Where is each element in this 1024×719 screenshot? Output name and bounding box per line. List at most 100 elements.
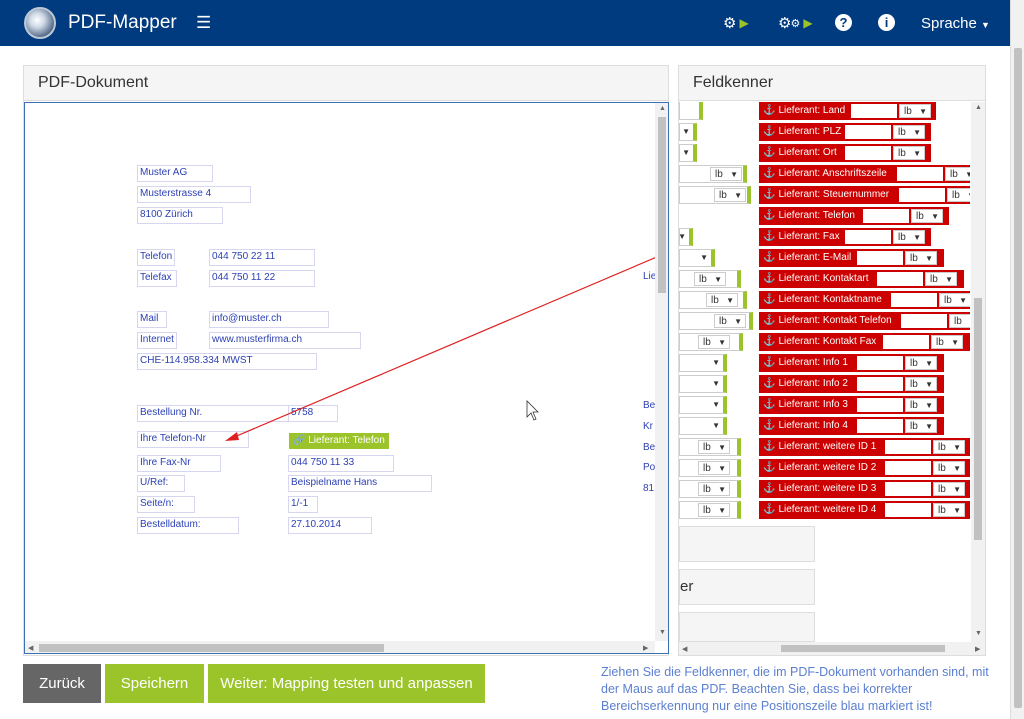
lb-select[interactable]: lb ▼ xyxy=(698,503,730,517)
feldkenner-horizontal-scrollbar[interactable]: ◀ ▶ xyxy=(679,642,985,655)
gears-play-icon[interactable]: ⚙ ⚙ ▶ xyxy=(778,15,813,32)
gear-play-icon[interactable]: ⚙ ▶ xyxy=(723,15,749,32)
mapped-control: lb ▼ xyxy=(679,165,747,183)
lb-select[interactable]: lb ▼ xyxy=(714,314,746,328)
feldkenner-item[interactable]: ⚓ Lieferant: Kontakt Fax lb ▼ xyxy=(759,333,970,351)
feldkenner-item[interactable]: ⚓ Lieferant: weitere ID 4 lb ▼ xyxy=(759,501,970,519)
page-scrollbar[interactable] xyxy=(1010,0,1024,719)
help-icon[interactable]: ? xyxy=(835,14,852,31)
lb-select[interactable]: lb ▼ xyxy=(698,440,730,454)
anchor-icon: ⚓ xyxy=(763,420,776,431)
pdf-horizontal-scrollbar[interactable]: ◀ ▶ xyxy=(25,641,655,653)
save-button[interactable]: Speichern xyxy=(105,664,204,703)
anchor-icon: ⚓ xyxy=(763,399,776,410)
pdf-field: Ihre Fax-Nr xyxy=(137,455,221,472)
pdf-field: Musterstrasse 4 xyxy=(137,186,251,203)
lb-select[interactable]: lb ▼ xyxy=(698,482,730,496)
language-menu[interactable]: Sprache ▼ xyxy=(921,15,990,32)
mapped-control: lb ▼ xyxy=(679,438,741,456)
pdf-field: U/Ref: xyxy=(137,475,185,492)
pdf-field: Muster AG xyxy=(137,165,213,182)
anchor-icon: ⚓ xyxy=(763,168,776,179)
anchor-icon: ⚓ xyxy=(763,126,776,137)
top-navbar: PDF-Mapper ☰ ⚙ ▶ ⚙ ⚙ ▶ ? i Sprache ▼ xyxy=(0,0,1010,46)
feldkenner-item[interactable]: ⚓ Lieferant: Info 4 lb ▼ xyxy=(759,417,944,435)
language-label: Sprache xyxy=(921,15,977,32)
feldkenner-item[interactable]: ⚓ Lieferant: weitere ID 1 lb ▼ xyxy=(759,438,970,456)
lb-select[interactable]: lb ▼ xyxy=(694,272,726,286)
pdf-panel: PDF-Dokument Muster AG Musterstrasse 4 8… xyxy=(23,65,669,656)
mapped-control: ▼ xyxy=(679,417,727,435)
anchor-icon: ⚓ xyxy=(763,252,776,263)
mapped-control: lb ▼ xyxy=(679,480,741,498)
next-button[interactable]: Weiter: Mapping testen und anpassen xyxy=(208,664,485,703)
mapped-control: lb ▼ xyxy=(679,186,751,204)
pdf-field: info@muster.ch xyxy=(209,311,329,328)
feldkenner-item[interactable]: ⚓ Lieferant: Ort lb ▼ xyxy=(759,144,931,162)
mapped-control: ▼ xyxy=(679,228,693,246)
mapped-control: lb ▼ xyxy=(679,501,741,519)
feldkenner-item[interactable]: ⚓ Lieferant: Info 3 lb ▼ xyxy=(759,396,944,414)
pdf-field: 8100 Zürich xyxy=(137,207,223,224)
link-icon: 🔗 xyxy=(293,435,306,446)
pdf-vertical-scrollbar[interactable]: ▲ ▼ xyxy=(655,103,668,641)
pdf-field: Seite/n: xyxy=(137,496,195,513)
mapped-control: lb ▼ xyxy=(679,312,753,330)
feldkenner-vertical-scrollbar[interactable]: ▲ ▼ xyxy=(971,102,985,642)
anchor-icon: ⚓ xyxy=(763,147,776,158)
feldkenner-item[interactable]: ⚓ Lieferant: Info 2 lb ▼ xyxy=(759,375,944,393)
feldkenner-item[interactable]: ⚓ Lieferant: weitere ID 2 lb ▼ xyxy=(759,459,970,477)
grey-placeholder xyxy=(679,526,815,562)
mapped-control: ▼ xyxy=(679,396,727,414)
feldkenner-item[interactable]: ⚓ Lieferant: weitere ID 3 lb ▼ xyxy=(759,480,970,498)
pdf-field: 27.10.2014 xyxy=(288,517,372,534)
lb-select[interactable]: lb ▼ xyxy=(698,461,730,475)
feldkenner-item[interactable]: ⚓ Lieferant: Land lb ▼ xyxy=(759,102,936,120)
anchor-icon: ⚓ xyxy=(763,378,776,389)
anchor-icon: ⚓ xyxy=(763,210,776,221)
pdf-field: www.musterfirma.ch xyxy=(209,332,361,349)
lb-select[interactable]: lb ▼ xyxy=(706,293,738,307)
feldkenner-item[interactable]: ⚓ Lieferant: Kontaktname lb ▼ xyxy=(759,291,970,309)
anchor-icon: ⚓ xyxy=(763,189,776,200)
pdf-field: 044 750 11 22 xyxy=(209,270,315,287)
back-button[interactable]: Zurück xyxy=(23,664,101,703)
anchor-icon: ⚓ xyxy=(763,294,776,305)
pdf-field: 044 750 22 11 xyxy=(209,249,315,266)
app-title[interactable]: PDF-Mapper xyxy=(68,12,177,33)
info-icon[interactable]: i xyxy=(878,14,895,31)
feldkenner-item[interactable]: ⚓ Lieferant: Telefon lb ▼ xyxy=(759,207,949,225)
anchor-icon: ⚓ xyxy=(763,357,776,368)
pdf-field: Beispielname Hans xyxy=(288,475,432,492)
mapped-control: ▼ xyxy=(679,123,697,141)
hamburger-icon[interactable]: ☰ xyxy=(196,13,212,32)
pdf-field: 044 750 11 33 xyxy=(288,455,394,472)
anchor-icon: ⚓ xyxy=(763,336,776,347)
anchor-icon: ⚓ xyxy=(763,231,776,242)
mapped-field-label: Lieferant: Telefon xyxy=(308,435,385,446)
mapped-control: ▼ xyxy=(679,249,715,267)
anchor-icon: ⚓ xyxy=(763,504,776,515)
lb-select[interactable]: lb ▼ xyxy=(710,167,742,181)
mapped-control xyxy=(679,102,703,120)
anchor-icon: ⚓ xyxy=(763,315,776,326)
feldkenner-panel-title: Feldkenner xyxy=(679,66,985,101)
feldkenner-item[interactable]: ⚓ Lieferant: Kontaktart lb ▼ xyxy=(759,270,964,288)
anchor-icon: ⚓ xyxy=(763,441,776,452)
lb-select[interactable]: lb ▼ xyxy=(714,188,746,202)
logo-icon xyxy=(24,7,56,39)
feldkenner-item[interactable]: ⚓ Lieferant: PLZ lb ▼ xyxy=(759,123,931,141)
feldkenner-item[interactable]: ⚓ Lieferant: Anschriftszeile lb ▼ xyxy=(759,165,970,183)
mapped-field-tag[interactable]: 🔗 Lieferant: Telefon xyxy=(289,433,389,449)
mapped-control: ▼ xyxy=(679,144,697,162)
feldkenner-item[interactable]: ⚓ Lieferant: Info 1 lb ▼ xyxy=(759,354,944,372)
mapped-control: lb ▼ xyxy=(679,270,741,288)
feldkenner-item[interactable]: ⚓ Lieferant: Fax lb ▼ xyxy=(759,228,931,246)
feldkenner-item[interactable]: ⚓ Lieferant: E-Mail lb ▼ xyxy=(759,249,944,267)
pdf-panel-title: PDF-Dokument xyxy=(24,66,668,101)
pdf-canvas[interactable]: Muster AG Musterstrasse 4 8100 Zürich Te… xyxy=(24,102,669,654)
lb-select[interactable]: lb ▼ xyxy=(698,335,730,349)
grey-placeholder xyxy=(679,612,815,642)
